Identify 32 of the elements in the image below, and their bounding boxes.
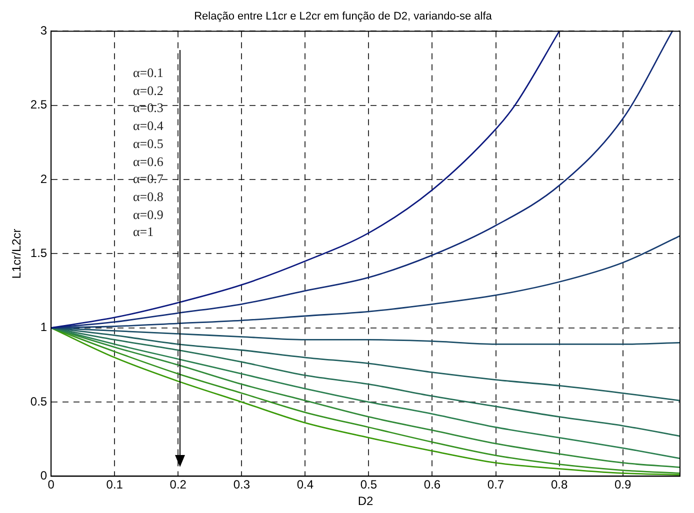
x-tick-label: 0.3 (233, 478, 250, 492)
y-tick-label: 2.5 (30, 98, 48, 112)
y-tick-label: 1 (40, 320, 48, 334)
x-tick-label: 0.8 (550, 478, 568, 492)
annotation: α=0.6 (133, 152, 164, 170)
line-series (50, 327, 681, 402)
line-series (50, 30, 560, 329)
annotation: α=0.8 (133, 188, 164, 206)
x-tick-label: 0.5 (360, 478, 378, 492)
x-tick-label: 0.6 (424, 478, 441, 492)
annotation: α=0.2 (133, 82, 164, 100)
x-tick-label: 0.1 (106, 478, 124, 492)
x-tick-label: 0.9 (614, 478, 632, 492)
x-axis-title: D2 (358, 494, 374, 508)
y-tick-label: 0.5 (30, 394, 48, 408)
chart-title: Relação entre L1cr e L2cr em função de D2, variando-se alfa (194, 10, 493, 23)
x-tick-label: 0.7 (487, 478, 504, 492)
y-tick-label: 0 (40, 468, 48, 483)
annotation: α=0.9 (133, 206, 164, 224)
annotation: α=0.4 (133, 117, 164, 135)
x-tick-label: 0.4 (296, 478, 314, 492)
line-series (50, 30, 674, 329)
annotation: α=0.3 (133, 99, 164, 118)
y-axis-title: L1cr/L2cr (10, 228, 24, 279)
x-tick-label: 0.2 (170, 478, 187, 492)
y-tick-label: 3 (40, 24, 48, 38)
annotation: α=0.5 (133, 134, 164, 153)
annotation: α=1 (133, 223, 155, 242)
y-tick-label: 1.5 (30, 246, 48, 260)
y-tick-label: 2 (40, 172, 48, 186)
annotation: α=0.1 (133, 64, 164, 82)
annotation: α=0.7 (133, 170, 164, 188)
